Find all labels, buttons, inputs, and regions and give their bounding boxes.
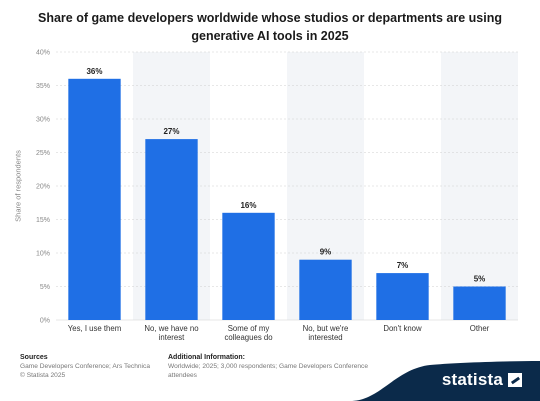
bars: [68, 78, 506, 320]
value-label: 7%: [397, 261, 409, 270]
x-tick-label: Yes, I use them: [68, 324, 121, 333]
y-axis-ticks: 0% 5% 10% 15% 20% 25% 30% 35% 40%: [36, 50, 50, 325]
copyright-text: © Statista 2025: [20, 372, 66, 379]
bar: [68, 78, 121, 320]
value-label: 27%: [163, 127, 179, 136]
x-tick-label: Don't know: [383, 324, 422, 333]
bar: [453, 286, 506, 320]
x-tick-label: No, we have no: [144, 324, 199, 333]
y-axis-title: Share of respondents: [13, 150, 23, 222]
value-label: 36%: [86, 67, 102, 76]
sources-block: Sources Game Developers Conference; Ars …: [20, 353, 150, 380]
y-tick-label: 5%: [40, 284, 50, 291]
y-tick-label: 35%: [36, 83, 50, 90]
x-tick-label: No, but we're: [303, 324, 349, 333]
value-label: 16%: [240, 201, 256, 210]
bar: [145, 139, 198, 320]
x-tick-label: interested: [308, 333, 342, 342]
y-tick-label: 40%: [36, 50, 50, 57]
bar: [299, 259, 352, 320]
chart-title: Share of game developers worldwide whose…: [37, 11, 502, 43]
value-labels: 36% 27% 16% 9% 7% 5%: [86, 67, 485, 284]
value-label: 5%: [474, 275, 486, 284]
brand-wave: [350, 361, 540, 401]
statista-logo[interactable]: statista: [442, 370, 522, 390]
additional-info-heading: Additional Information:: [168, 354, 245, 361]
x-tick-label: interest: [159, 333, 185, 342]
additional-info-block: Additional Information: Worldwide; 2025;…: [168, 353, 388, 380]
y-tick-label: 0%: [40, 318, 50, 325]
value-label: 9%: [320, 248, 332, 257]
x-tick-label: Some of my: [228, 324, 270, 333]
additional-info-text: Worldwide; 2025; 3,000 respondents; Game…: [168, 363, 369, 379]
y-tick-label: 20%: [36, 184, 50, 191]
statista-logo-icon: [508, 373, 522, 387]
y-tick-label: 30%: [36, 117, 50, 124]
bar: [376, 273, 429, 320]
sources-heading: Sources: [20, 354, 48, 361]
brand-name: statista: [441, 370, 503, 389]
bar: [222, 212, 275, 320]
x-tick-label: colleagues do: [224, 333, 273, 342]
y-tick-label: 10%: [36, 251, 50, 258]
gridlines: [56, 51, 518, 321]
sources-text: Game Developers Conference; Ars Technica: [20, 363, 150, 370]
y-tick-label: 25%: [36, 150, 50, 157]
x-tick-label: Other: [470, 324, 490, 333]
y-tick-label: 15%: [36, 217, 50, 224]
